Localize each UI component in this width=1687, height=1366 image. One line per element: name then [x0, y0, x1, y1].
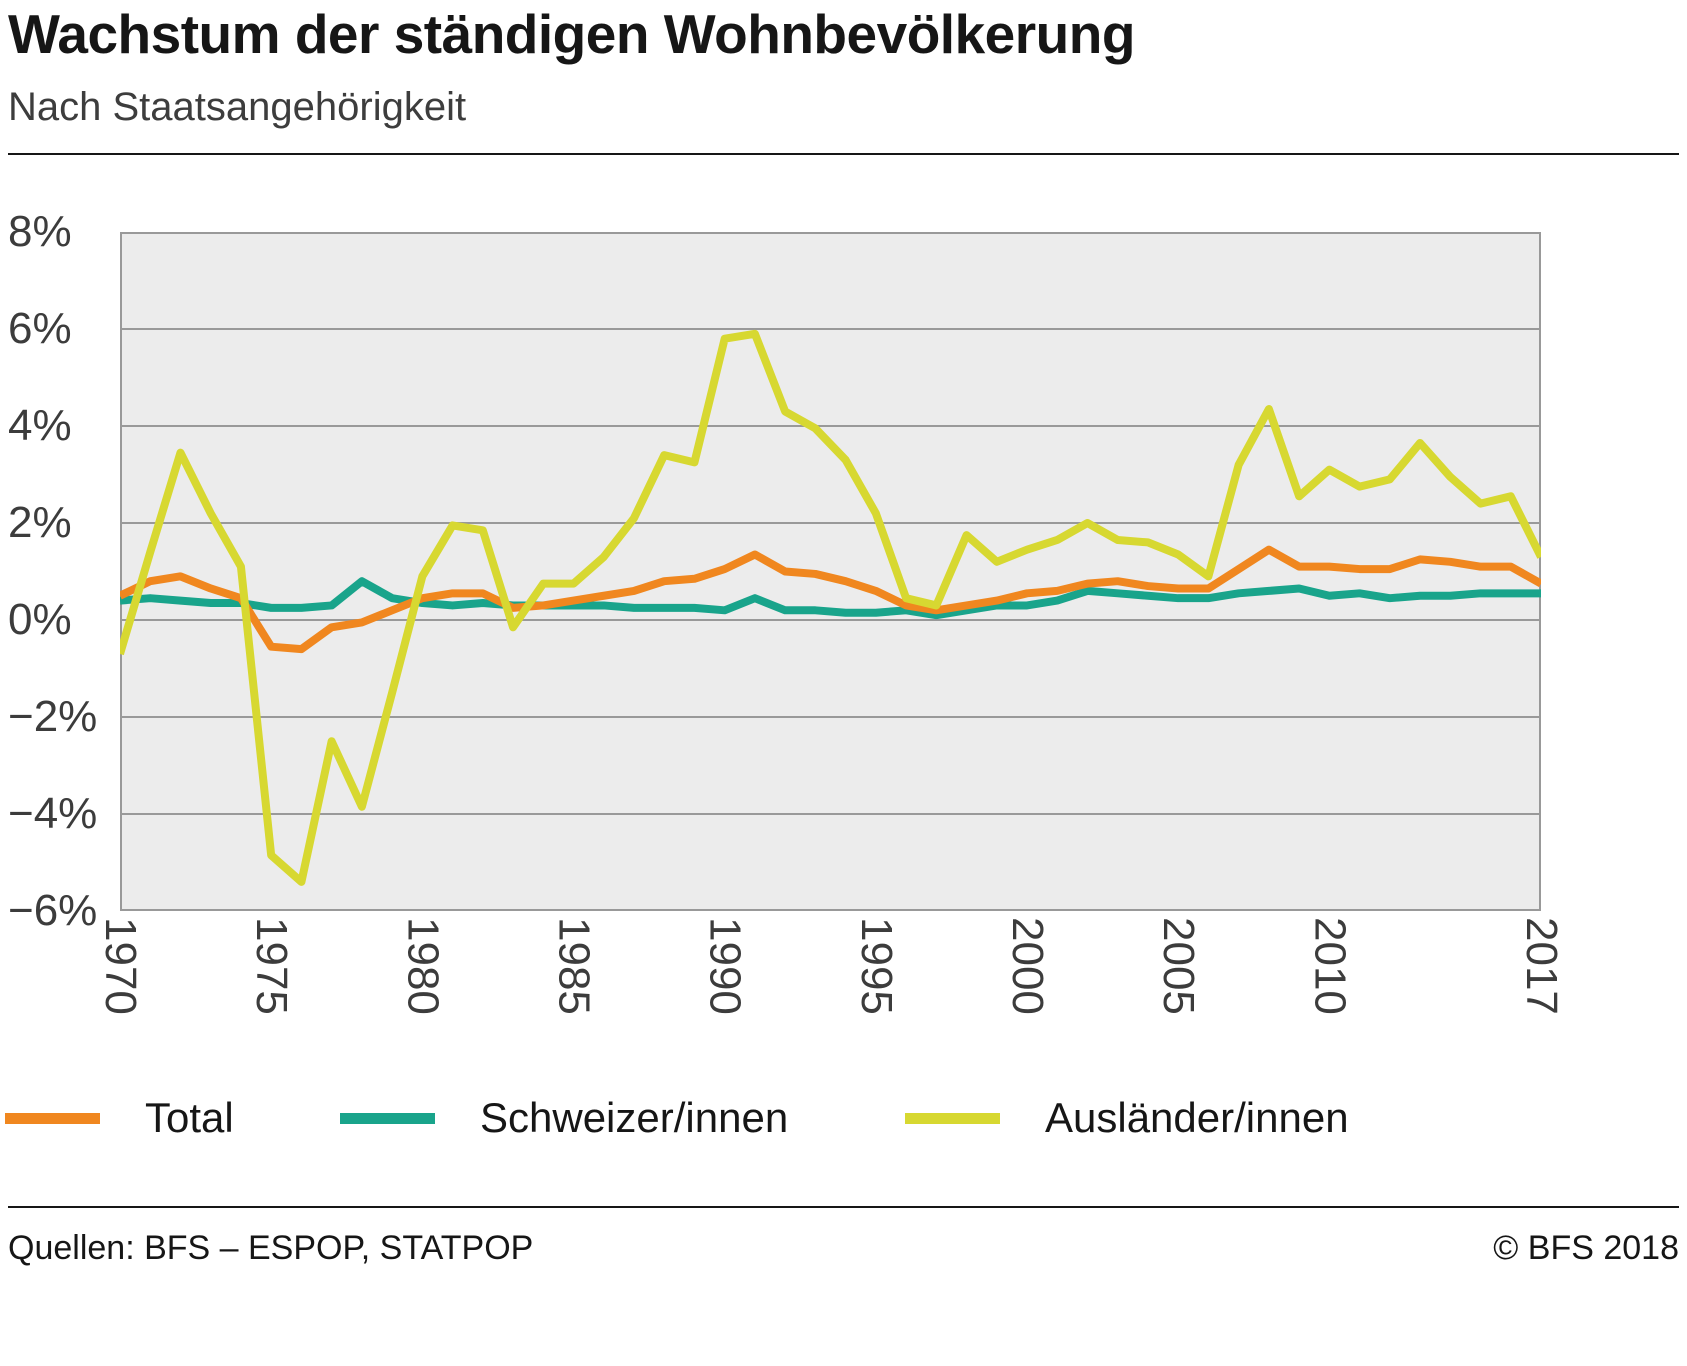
- schweizer-line-swatch: [340, 1112, 435, 1124]
- y-axis-label: 2%: [8, 498, 72, 547]
- y-axis-label: 6%: [8, 304, 72, 353]
- x-axis-label: 1970: [96, 917, 145, 1015]
- legend-item-schweizer: Schweizer/innen: [340, 1095, 788, 1141]
- copyright-text: © BFS 2018: [1493, 1229, 1679, 1267]
- plot-border: [120, 232, 1541, 911]
- y-axis-label: −2%: [8, 692, 98, 741]
- plot-background: [120, 232, 1541, 911]
- page-title: Wachstum der ständigen Wohnbevölkerung: [8, 3, 1135, 65]
- x-axis-label: 1980: [398, 917, 448, 1015]
- auslaender-line: [120, 329, 1541, 886]
- schweizer-line: [120, 577, 1541, 620]
- legend-item-total: Total: [5, 1095, 234, 1141]
- x-axis-label: 1995: [851, 917, 901, 1015]
- legend-label: Total: [145, 1094, 234, 1141]
- x-axis-label: 2017: [1517, 917, 1566, 1015]
- sources-text: Quellen: BFS – ESPOP, STATPOP: [8, 1229, 534, 1267]
- y-axis-label: 8%: [8, 207, 72, 256]
- x-axis-label: 2000: [1003, 917, 1053, 1015]
- y-axis-label: 4%: [8, 401, 72, 450]
- bottom-divider: [8, 1206, 1679, 1208]
- legend-label: Ausländer/innen: [1045, 1094, 1349, 1141]
- total-line: [120, 545, 1541, 654]
- plot-area: [120, 232, 1541, 911]
- legend-item-auslaender: Ausländer/innen: [905, 1095, 1349, 1141]
- total-line-swatch: [5, 1112, 100, 1124]
- legend-label: Schweizer/innen: [480, 1094, 789, 1141]
- page-subtitle: Nach Staatsangehörigkeit: [8, 85, 467, 129]
- y-axis-label: −6%: [8, 886, 98, 935]
- auslaender-line-swatch: [905, 1112, 1000, 1124]
- x-axis-label: 1990: [700, 917, 750, 1015]
- x-axis-label: 2010: [1305, 917, 1355, 1015]
- footer: Quellen: BFS – ESPOP, STATPOP © BFS 2018: [8, 1228, 1679, 1268]
- x-axis-label: 2005: [1154, 917, 1204, 1015]
- top-divider: [8, 153, 1679, 155]
- y-axis-label: −4%: [8, 789, 98, 838]
- y-axis-label: 0%: [8, 595, 72, 644]
- x-axis-label: 1985: [549, 917, 599, 1015]
- x-axis-label: 1975: [247, 917, 297, 1015]
